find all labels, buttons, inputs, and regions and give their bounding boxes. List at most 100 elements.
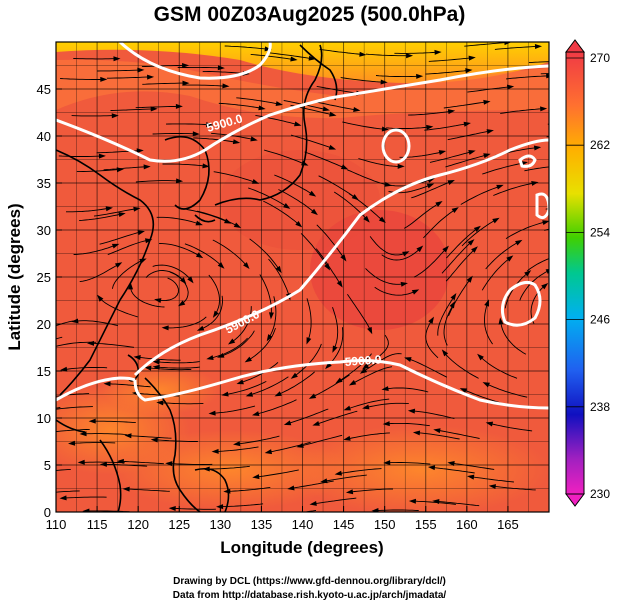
streamline-arrow xyxy=(465,68,473,74)
streamline-arrow xyxy=(290,372,298,379)
streamline xyxy=(163,316,207,329)
streamline xyxy=(316,224,346,260)
streamline-arrow xyxy=(290,56,298,62)
streamline xyxy=(103,166,149,171)
streamline-arrow xyxy=(233,222,242,228)
streamline-arrow xyxy=(24,471,32,477)
streamline xyxy=(403,201,441,229)
streamline-arrow xyxy=(187,276,194,284)
streamline xyxy=(484,301,493,345)
streamline xyxy=(364,402,409,409)
streamline xyxy=(383,387,429,393)
streamline-arrow xyxy=(283,420,292,426)
streamline-arrow xyxy=(433,428,441,434)
streamline xyxy=(428,57,474,62)
streamline xyxy=(165,123,211,126)
y-tick-label: 15 xyxy=(37,364,51,379)
axis-ticks xyxy=(55,88,509,513)
streamline-arrow xyxy=(124,433,132,439)
streamline-arrow xyxy=(137,67,145,73)
streamline-arrow xyxy=(221,391,229,397)
streamline-arrow xyxy=(150,437,158,443)
credit-drawing: Drawing by DCL (https://www.gfd-dennou.o… xyxy=(173,576,446,587)
streamline-arrow xyxy=(524,270,532,277)
streamline xyxy=(89,342,135,348)
streamline xyxy=(119,460,164,465)
streamline xyxy=(61,496,107,499)
y-tick-label: 35 xyxy=(37,176,51,191)
colorbar-bottom-arrow xyxy=(565,493,585,507)
streamline xyxy=(467,86,512,93)
streamline-arrow xyxy=(407,408,416,414)
streamline-arrow xyxy=(492,217,500,224)
streamline xyxy=(254,469,299,478)
streamline xyxy=(347,169,390,186)
streamline-arrow xyxy=(477,353,484,361)
streamline xyxy=(530,284,547,324)
streamline xyxy=(266,441,311,453)
streamline xyxy=(524,166,549,172)
streamline xyxy=(56,406,93,410)
streamline-arrow xyxy=(243,262,250,270)
streamline-arrow xyxy=(498,317,504,325)
streamline-arrow xyxy=(59,495,67,501)
streamline-arrow xyxy=(128,282,134,290)
y-tick-labels: 0 5 10 15 20 25 30 35 40 45 xyxy=(37,82,51,520)
streamline-arrow xyxy=(588,121,595,126)
streamline-arrow xyxy=(482,382,490,388)
streamline-arrow xyxy=(68,440,76,446)
streamline-arrow xyxy=(195,252,204,259)
streamline xyxy=(413,247,448,278)
streamline xyxy=(461,218,498,247)
streamline-arrow xyxy=(133,355,141,361)
streamline xyxy=(79,213,124,221)
streamline xyxy=(527,258,549,272)
x-tick-label: 125 xyxy=(168,517,190,532)
streamline-arrow xyxy=(42,430,50,436)
streamline-arrow xyxy=(348,379,357,386)
streamline-arrow xyxy=(438,150,447,155)
streamline xyxy=(484,382,528,398)
streamline xyxy=(394,51,440,54)
streamline xyxy=(269,52,314,60)
streamline-arrow xyxy=(306,337,312,345)
streamline-arrow xyxy=(340,254,347,262)
streamline-arrow xyxy=(312,420,320,426)
streamline xyxy=(469,476,514,483)
colorbar-label: 238 xyxy=(590,400,610,414)
streamline xyxy=(130,284,165,308)
streamline xyxy=(124,488,170,492)
streamline-arrow xyxy=(244,356,252,363)
streamline xyxy=(56,468,71,471)
streamline-arrow xyxy=(468,55,476,61)
streamline xyxy=(250,53,296,61)
streamline-arrow xyxy=(114,262,123,268)
streamline-arrow xyxy=(447,109,456,115)
streamline-arrow xyxy=(586,203,593,208)
streamline xyxy=(79,263,121,283)
colorbar-bar xyxy=(565,51,585,495)
streamline xyxy=(235,435,280,445)
streamline-arrow xyxy=(30,331,38,339)
streamline-arrow xyxy=(195,220,203,226)
streamline xyxy=(249,238,281,272)
streamline xyxy=(494,45,540,50)
streamlines xyxy=(24,42,595,512)
x-tick-label: 135 xyxy=(251,517,273,532)
streamline xyxy=(146,367,192,371)
streamline-arrow xyxy=(206,355,214,360)
contour-5900 xyxy=(56,42,549,410)
streamline-arrow xyxy=(416,73,424,79)
streamline-arrow xyxy=(208,410,216,416)
streamline-arrow xyxy=(441,349,449,357)
streamline xyxy=(447,130,492,141)
streamline xyxy=(375,75,421,78)
streamline xyxy=(369,236,408,256)
streamline xyxy=(152,133,198,135)
streamline xyxy=(186,208,230,224)
streamline xyxy=(93,208,139,217)
streamline xyxy=(211,132,256,141)
streamline-arrow xyxy=(362,404,370,410)
colorbar: 270 262 254 246 238 230 xyxy=(565,39,610,507)
streamline xyxy=(347,293,372,333)
